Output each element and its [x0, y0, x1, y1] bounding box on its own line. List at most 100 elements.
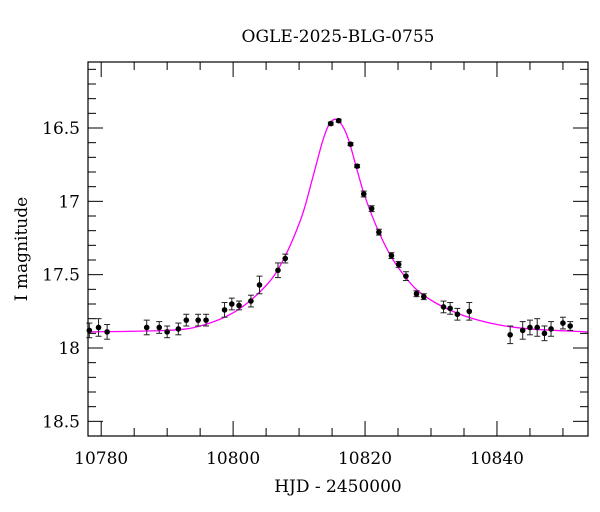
- data-point: [526, 319, 533, 336]
- data-marker: [347, 141, 354, 147]
- data-point: [519, 321, 526, 340]
- data-point: [447, 302, 454, 315]
- data-marker: [541, 330, 548, 337]
- data-points-group: [86, 117, 574, 345]
- data-point: [413, 290, 420, 298]
- x-tick-label: 10780: [74, 449, 128, 469]
- data-marker: [466, 308, 473, 315]
- data-point: [375, 228, 382, 236]
- data-marker: [256, 282, 263, 288]
- data-point: [548, 321, 555, 337]
- data-point: [534, 318, 541, 337]
- data-marker: [221, 307, 228, 313]
- data-marker: [560, 320, 566, 326]
- x-tick-label: 10800: [206, 449, 260, 469]
- data-point: [360, 190, 367, 198]
- data-point: [143, 319, 150, 336]
- data-marker: [527, 324, 533, 331]
- data-point: [541, 325, 548, 342]
- data-marker: [507, 332, 513, 338]
- data-marker: [104, 329, 110, 335]
- y-tick-label: 16.5: [42, 119, 80, 139]
- data-marker: [388, 252, 395, 259]
- data-point: [256, 275, 263, 295]
- data-marker: [143, 324, 150, 331]
- data-point: [507, 325, 514, 345]
- data-marker: [368, 205, 375, 212]
- y-tick-label: 17.5: [42, 266, 80, 286]
- data-marker: [395, 261, 402, 268]
- data-point: [368, 205, 375, 213]
- data-marker: [360, 191, 367, 197]
- data-point: [156, 321, 163, 334]
- data-marker: [156, 324, 163, 331]
- data-marker: [195, 317, 201, 323]
- data-point: [466, 302, 473, 321]
- data-point: [95, 318, 102, 337]
- data-point: [86, 322, 93, 339]
- data-point: [559, 316, 566, 330]
- data-marker: [282, 255, 289, 262]
- data-marker: [236, 302, 242, 309]
- data-point: [454, 307, 461, 321]
- data-point: [236, 300, 243, 311]
- data-marker: [183, 317, 190, 323]
- data-marker: [335, 117, 342, 124]
- model-curve: [87, 118, 589, 333]
- x-tick-label: 10820: [338, 449, 392, 469]
- data-point: [183, 313, 190, 327]
- data-marker: [164, 329, 170, 335]
- data-marker: [413, 290, 420, 297]
- data-marker: [175, 326, 182, 332]
- data-point: [440, 300, 447, 314]
- data-marker: [228, 301, 235, 307]
- data-point: [347, 141, 354, 147]
- data-point: [420, 293, 427, 301]
- data-marker: [376, 229, 382, 235]
- data-marker: [275, 267, 281, 274]
- data-point: [203, 313, 210, 327]
- data-marker: [420, 293, 427, 300]
- data-point: [395, 260, 402, 268]
- data-point: [567, 321, 574, 331]
- x-axis-label: HJD - 2450000: [274, 477, 402, 497]
- data-point: [221, 302, 228, 318]
- data-marker: [95, 324, 102, 331]
- chart-title: OGLE-2025-BLG-0755: [242, 27, 435, 47]
- x-tick-label: 10840: [470, 449, 524, 469]
- data-point: [195, 313, 202, 327]
- model-curve-group: [87, 118, 589, 333]
- data-marker: [403, 273, 409, 279]
- y-axis-label: I magnitude: [12, 197, 32, 301]
- data-point: [354, 163, 361, 169]
- data-marker: [327, 120, 334, 127]
- data-point: [335, 117, 342, 124]
- data-marker: [203, 317, 209, 323]
- data-point: [247, 294, 254, 308]
- data-marker: [567, 323, 573, 329]
- y-tick-label: 18: [58, 339, 80, 359]
- y-tick-label: 18.5: [42, 412, 80, 432]
- data-marker: [519, 327, 526, 334]
- data-point: [402, 271, 409, 282]
- axis-ticks: [88, 62, 588, 437]
- data-marker: [440, 304, 447, 310]
- data-point: [175, 322, 182, 336]
- y-tick-label: 17: [58, 192, 80, 212]
- data-marker: [354, 163, 360, 169]
- data-marker: [447, 305, 453, 312]
- axis-tick-labels: 10780 10800 10820 10840 16.5 17 17.5 18 18.5: [42, 119, 524, 469]
- plot-frame: [87, 61, 589, 437]
- data-point: [388, 252, 395, 260]
- data-point: [228, 297, 235, 311]
- data-marker: [248, 298, 254, 304]
- data-point: [282, 253, 289, 264]
- data-point: [274, 262, 281, 279]
- data-marker: [548, 326, 554, 332]
- data-point: [327, 120, 334, 127]
- data-point: [164, 325, 171, 339]
- data-marker: [534, 324, 541, 331]
- data-marker: [86, 327, 93, 334]
- data-marker: [454, 311, 461, 318]
